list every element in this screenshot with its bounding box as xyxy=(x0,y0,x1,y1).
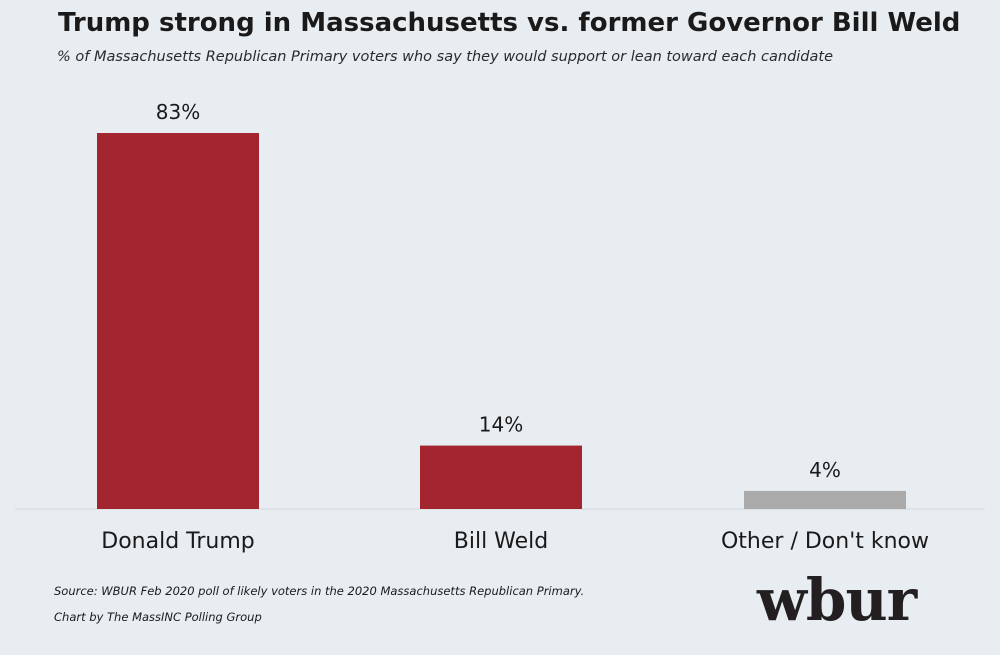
wbur-logo: wbur xyxy=(757,566,917,634)
bars-group: 83% Donald Trump 14% Bill Weld 4% Other / Don… xyxy=(97,100,929,554)
category-label-2: Other / Don't know xyxy=(721,529,929,554)
chart-title: Trump strong in Massachusetts vs. former… xyxy=(58,8,961,38)
value-label-0: 83% xyxy=(156,100,200,124)
bar-0 xyxy=(97,133,259,509)
chart-subtitle: % of Massachusetts Republican Primary vo… xyxy=(57,49,834,65)
category-label-0: Donald Trump xyxy=(101,529,254,554)
source-note: Source: WBUR Feb 2020 poll of likely vot… xyxy=(54,584,585,598)
value-label-2: 4% xyxy=(809,458,841,482)
chart-credit: Chart by The MassINC Polling Group xyxy=(54,610,262,624)
category-label-1: Bill Weld xyxy=(454,529,549,554)
value-label-1: 14% xyxy=(479,413,523,437)
bar-2 xyxy=(744,490,906,509)
bar-1 xyxy=(420,445,582,509)
